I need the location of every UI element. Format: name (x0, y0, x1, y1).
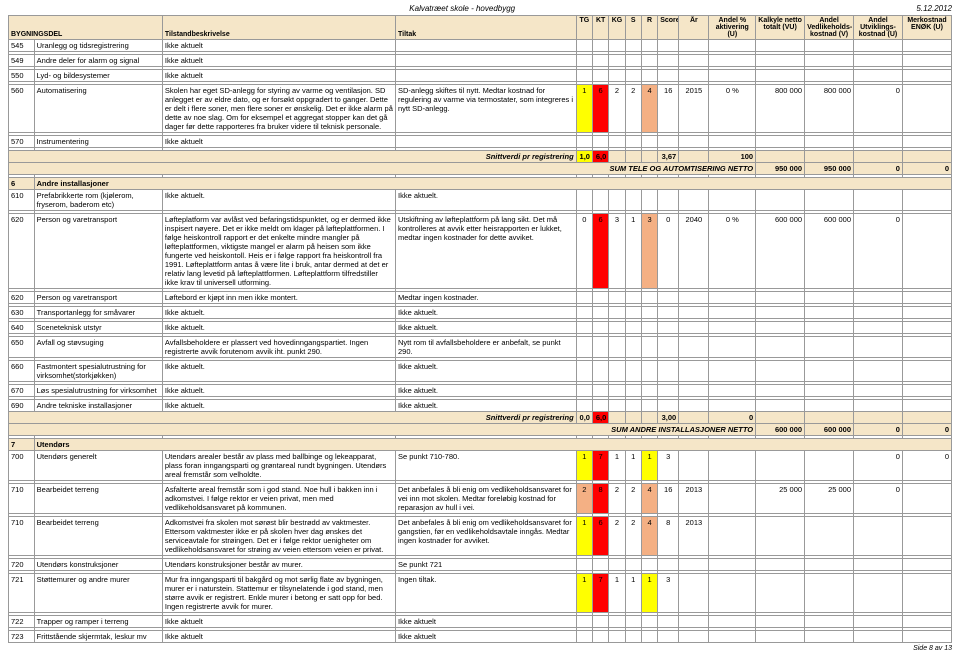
page-footer: Side 8 av 13 (8, 643, 952, 652)
h-kg: KG (609, 16, 625, 40)
doc-date: 5.12.2012 (916, 4, 952, 13)
table-row: 610Prefabrikkerte rom (kjølerom, frysero… (9, 190, 952, 211)
h-score: Score (658, 16, 679, 40)
h-tilstand: Tilstandbeskrivelse (162, 16, 395, 40)
header-row: BYGNINGSDEL Tilstandbeskrivelse Tiltak T… (9, 16, 952, 40)
table-row: 721Støttemurer og andre murerMur fra inn… (9, 574, 952, 613)
sum-row: Snittverdi pr registrering1,06,03,67100 (9, 151, 952, 163)
h-tg: TG (576, 16, 592, 40)
h-andel-ved: Andel Vedlikeholds-kostnad (V) (805, 16, 854, 40)
sum-total-row: SUM TELE OG AUTOMTISERING NETTO950 00095… (9, 163, 952, 175)
table-row: 650Avfall og støvsugingAvfallsbeholdere … (9, 337, 952, 358)
table-row: 560AutomatiseringSkolen har eget SD-anle… (9, 85, 952, 133)
table-row: 549Andre deler for alarm og signalIkke a… (9, 55, 952, 67)
table-row: 722Trapper og ramper i terrengIkke aktue… (9, 616, 952, 628)
page-header: Kalvatræet skole - hovedbygg 5.12.2012 (8, 4, 952, 13)
h-kalkyle: Kalkyle netto totalt (VU) (756, 16, 805, 40)
table-row: 620Person og varetransportLøftebord er k… (9, 292, 952, 304)
section-row: 7Utendørs (9, 439, 952, 451)
h-bygningsdel: BYGNINGSDEL (9, 16, 163, 40)
h-s: S (625, 16, 641, 40)
table-row: 550Lyd- og bildesystemerIkke aktuelt (9, 70, 952, 82)
table-row: 620Person og varetransportLøfteplatform … (9, 214, 952, 289)
main-table: BYGNINGSDEL Tilstandbeskrivelse Tiltak T… (8, 15, 952, 643)
table-row: 710Bearbeidet terrengAdkomstvei fra skol… (9, 517, 952, 556)
table-row: 723Frittstående skjermtak, leskur mvIkke… (9, 631, 952, 643)
table-row: 690Andre tekniske installasjonerIkke akt… (9, 400, 952, 412)
table-row: 720Utendørs konstruksjonerUtendørs konst… (9, 559, 952, 571)
h-kt: KT (592, 16, 608, 40)
sum-total-row: SUM ANDRE INSTALLASJONER NETTO600 000600… (9, 424, 952, 436)
h-tiltak: Tiltak (395, 16, 576, 40)
h-andel-akt: Andel % aktivering (U) (709, 16, 756, 40)
table-row: 630Transportanlegg for småvarerIkke aktu… (9, 307, 952, 319)
table-row: 545Uranlegg og tidsregistreringIkke aktu… (9, 40, 952, 52)
table-row: 660Fastmontert spesialutrustning for vir… (9, 361, 952, 382)
table-row: 710Bearbeidet terrengAsfalterte areal fr… (9, 484, 952, 514)
h-andel-utv: Andel Utviklings-kostnad (U) (854, 16, 903, 40)
table-row: 700Utendørs genereltUtendørs arealer bes… (9, 451, 952, 481)
table-row: 570InstrumenteringIkke aktuelt (9, 136, 952, 148)
table-row: 640Sceneteknisk utstyrIkke aktuelt.Ikke … (9, 322, 952, 334)
h-merkostnad: Merkostnad ENØK (U) (902, 16, 951, 40)
h-ar: År (679, 16, 709, 40)
doc-title: Kalvatræet skole - hovedbygg (409, 4, 515, 13)
sum-row: Snittverdi pr registrering0,06,03,000 (9, 412, 952, 424)
table-row: 670Løs spesialutrustning for virksomhetI… (9, 385, 952, 397)
section-row: 6Andre installasjoner (9, 178, 952, 190)
h-r: R (641, 16, 657, 40)
